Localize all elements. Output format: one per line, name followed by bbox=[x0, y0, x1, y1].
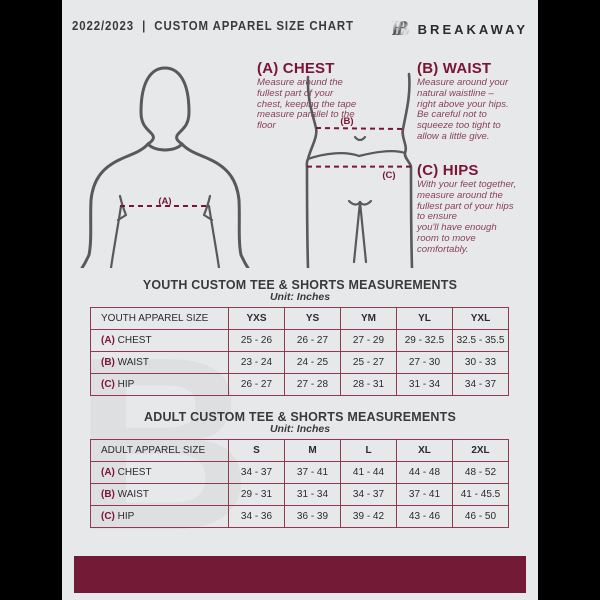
svg-text:(A): (A) bbox=[158, 196, 171, 207]
svg-text:(C): (C) bbox=[382, 170, 395, 181]
svg-text:B: B bbox=[395, 19, 409, 39]
svg-text:(B): (B) bbox=[340, 116, 353, 127]
